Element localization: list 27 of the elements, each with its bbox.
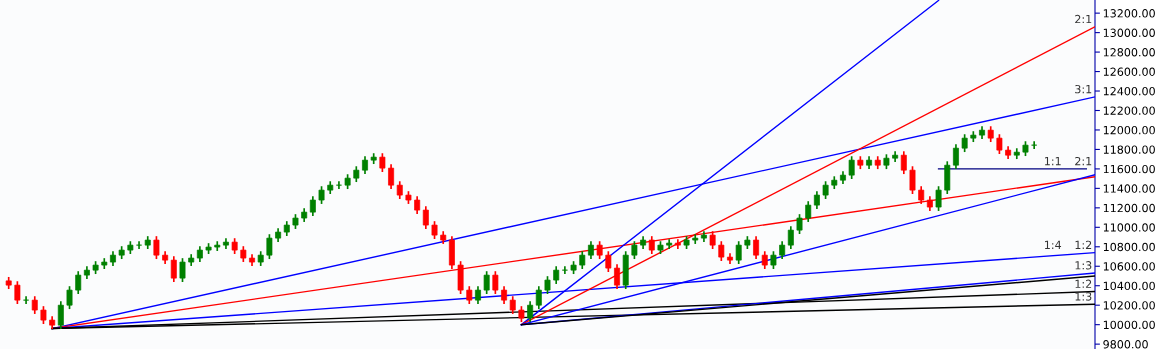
y-tick-label: 13000.00	[1103, 28, 1155, 37]
y-tick-label: 10800.00	[1103, 242, 1155, 252]
annotation: 1:2	[1075, 279, 1092, 288]
y-tick-label: 11400.00	[1103, 184, 1155, 193]
y-tick-label: 11200.00	[1103, 203, 1155, 213]
y-tick-label: 10000.00	[1103, 320, 1155, 330]
annotation: 2:1	[1075, 156, 1092, 166]
y-tick-label: 10600.00	[1103, 262, 1155, 271]
y-tick-label: 11600.00	[1103, 164, 1155, 174]
y-tick-label: 12400.00	[1103, 87, 1155, 96]
y-tick-label: 12800.00	[1103, 48, 1155, 57]
annotation: 1:2	[1075, 240, 1092, 249]
annotation: 1:4	[1045, 240, 1062, 249]
y-tick-label: 9800.00	[1103, 340, 1148, 349]
y-tick-label: 11000.00	[1103, 223, 1155, 232]
y-tick-label: 13200.00	[1103, 9, 1155, 18]
annotation: 1:3	[1075, 292, 1092, 301]
annotation: 2:1	[1075, 14, 1092, 24]
y-tick-label: 10200.00	[1103, 301, 1155, 310]
y-tick-label: 12200.00	[1103, 106, 1155, 115]
y-tick-label: 12000.00	[1103, 125, 1155, 135]
y-tick-label: 11800.00	[1103, 145, 1155, 154]
y-tick-label: 10400.00	[1103, 281, 1155, 291]
y-tick-label: 12600.00	[1103, 67, 1155, 76]
annotation: 1:1	[1045, 157, 1061, 166]
annotation: 3:1	[1075, 84, 1092, 94]
annotation: 1:3	[1075, 261, 1092, 270]
